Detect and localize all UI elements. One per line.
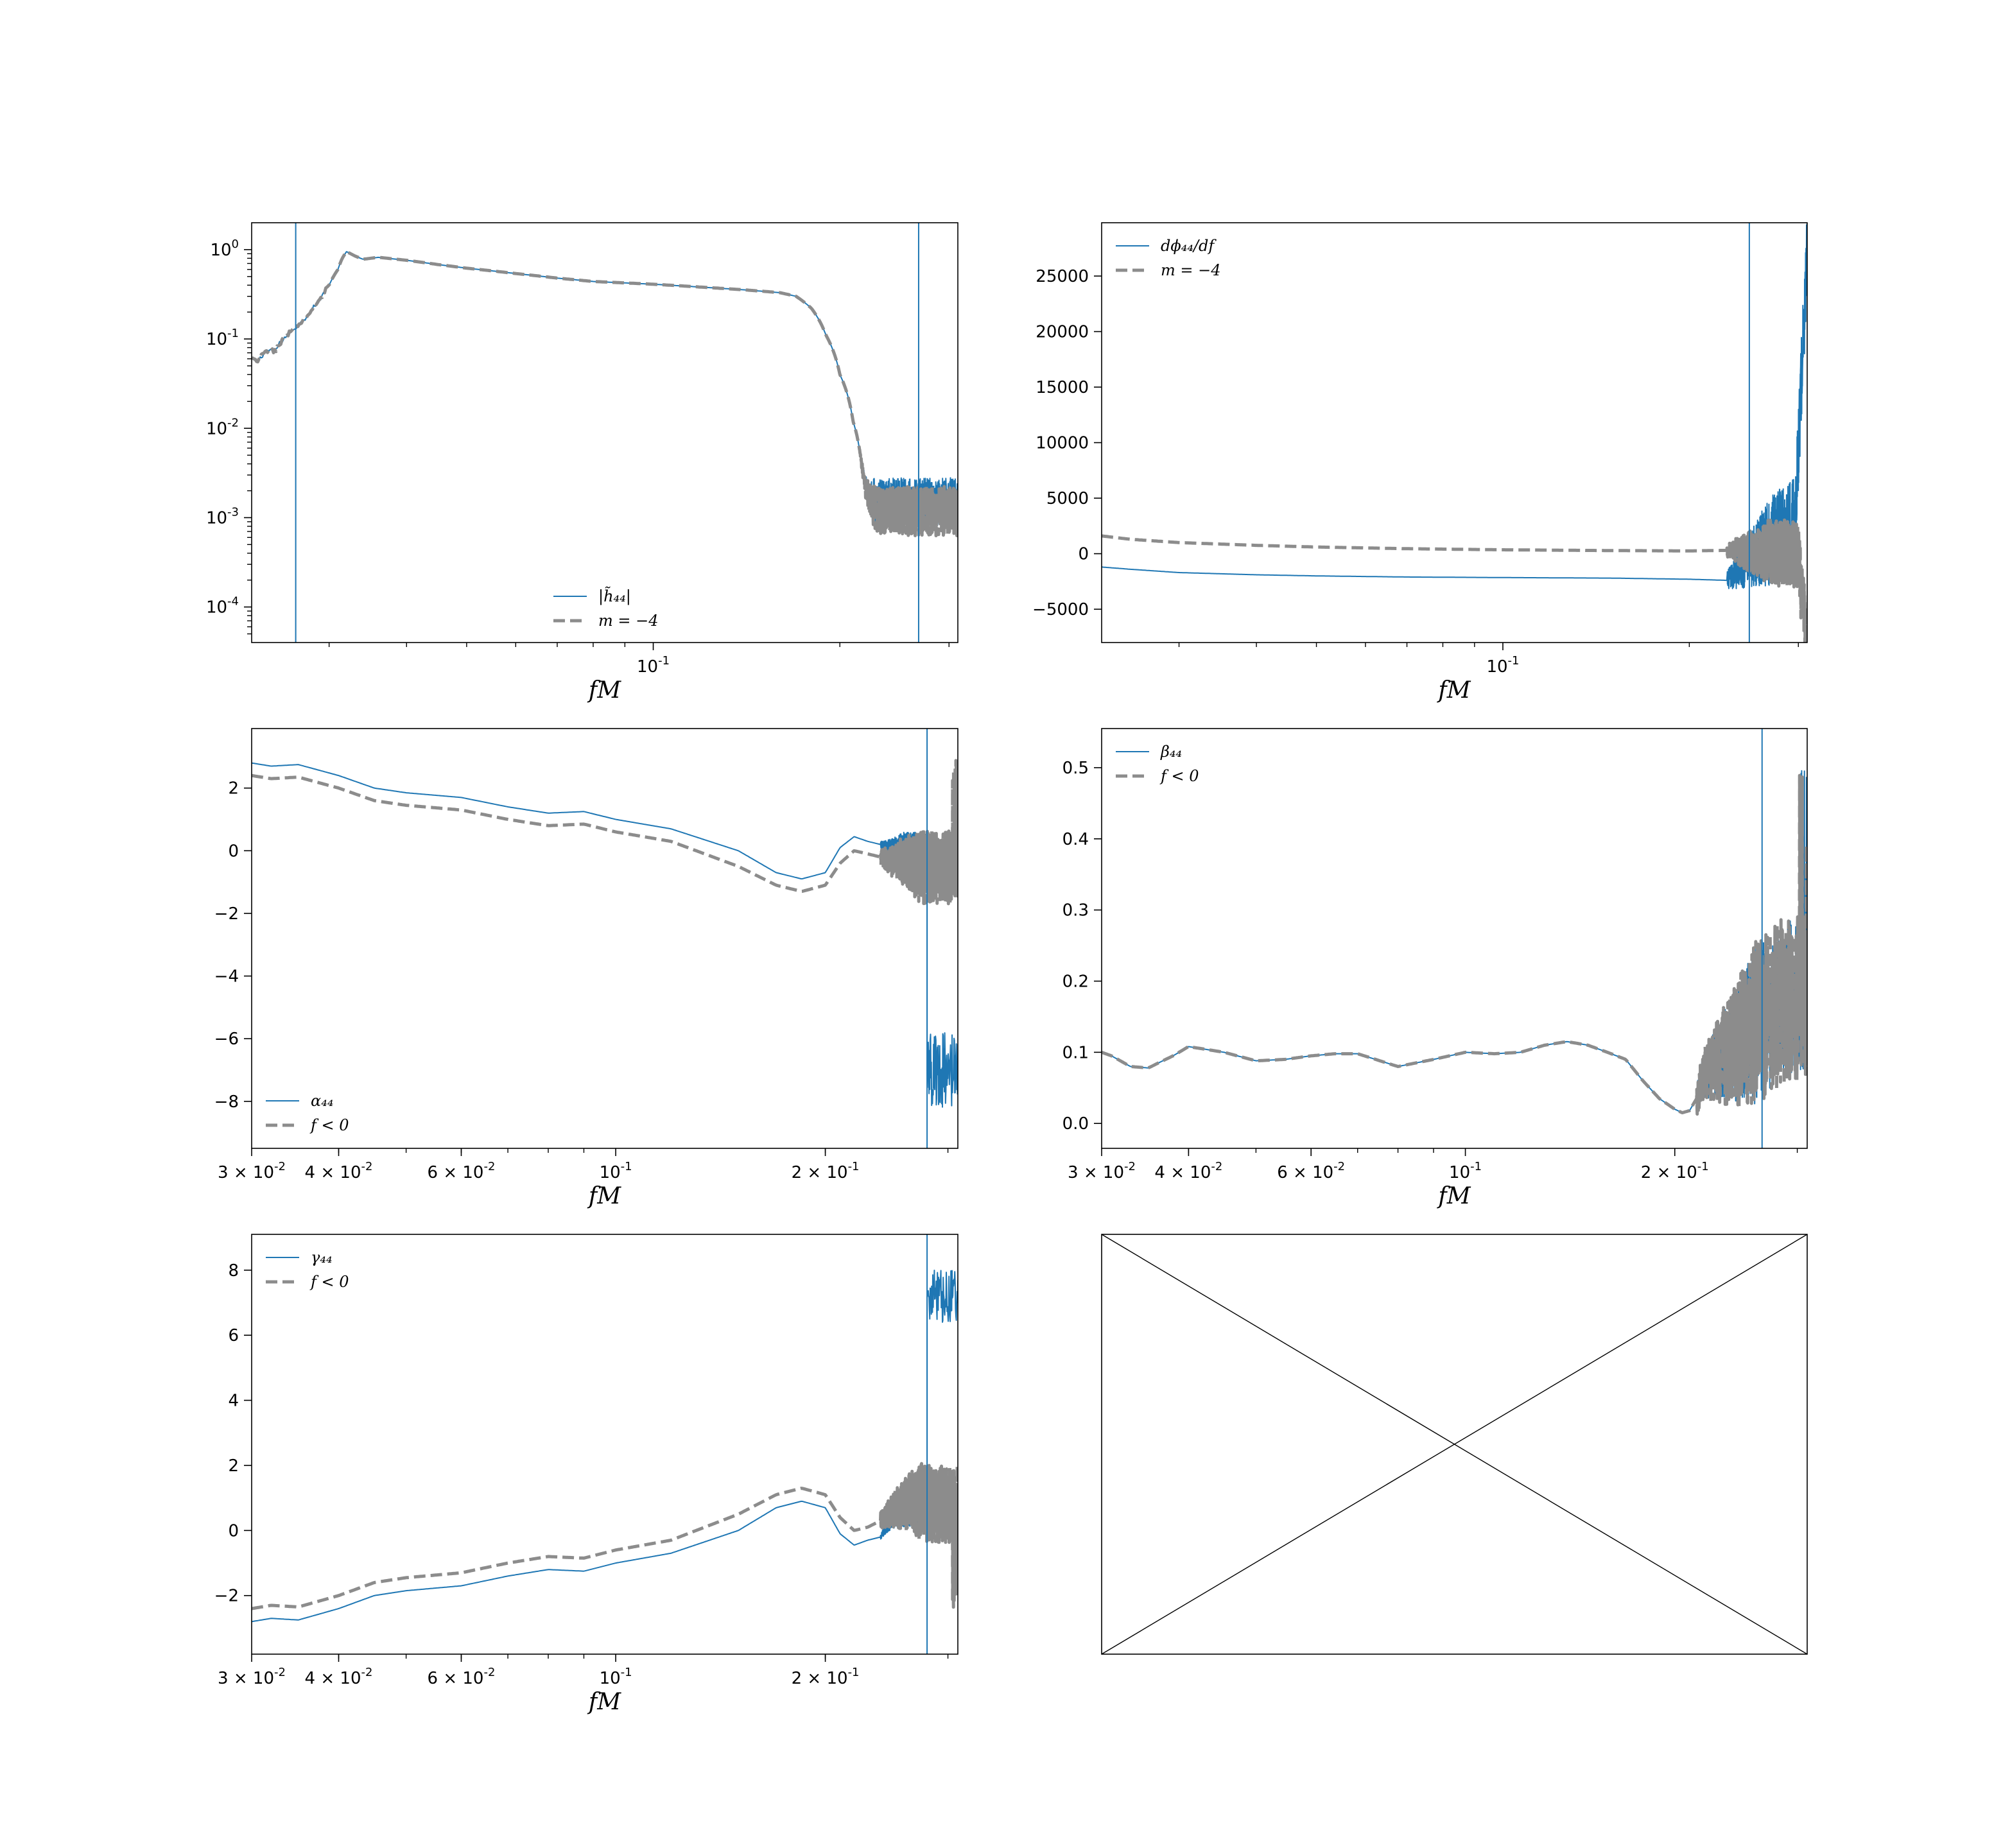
beta-x-tick-label: 2 × 10-1 bbox=[1641, 1160, 1709, 1182]
gamma-y-tick-label: 4 bbox=[228, 1392, 239, 1411]
alpha-legend-label-0: α₄₄ bbox=[311, 1092, 333, 1110]
empty-panel bbox=[1101, 1234, 1808, 1655]
beta-y-tick-label: 0.2 bbox=[1062, 972, 1089, 992]
amp-legend-label-0: |h̃₄₄| bbox=[598, 587, 631, 606]
alpha-x-tick-label: 2 × 10-1 bbox=[792, 1160, 860, 1182]
beta-series-reference-line bbox=[1102, 773, 1807, 1116]
amp-plot-area bbox=[252, 223, 958, 643]
beta-plot-area bbox=[1102, 729, 1807, 1148]
gamma-plot-area bbox=[252, 1234, 958, 1654]
gamma-y-tick-label: 6 bbox=[228, 1326, 239, 1345]
gamma-y-tick-label: 0 bbox=[228, 1521, 239, 1541]
dphidf-y-tick-label: −5000 bbox=[1032, 600, 1089, 619]
alpha-x-tick-label: 4 × 10-2 bbox=[305, 1160, 373, 1182]
alpha-y-tick-label: −6 bbox=[214, 1030, 239, 1049]
gamma-x-tick-label: 4 × 10-2 bbox=[305, 1666, 373, 1688]
alpha-y-tick-label: −2 bbox=[214, 904, 239, 924]
alpha-y-tick-label: 2 bbox=[228, 779, 239, 799]
gamma-axes-frame bbox=[251, 1234, 958, 1655]
amp-y-tick-label: 10-3 bbox=[206, 505, 239, 528]
amp-y-tick-label: 10-4 bbox=[206, 595, 239, 617]
dphidf-y-tick-label: 5000 bbox=[1046, 489, 1089, 508]
alpha-panel: 3 × 10-2 4 × 10-2 6 × 10-2 10-1 2 × 10-1 −8 −6… bbox=[214, 728, 958, 1209]
gamma-x-tick-label: 2 × 10-1 bbox=[792, 1666, 860, 1688]
gamma-y-tick-label: −2 bbox=[214, 1587, 239, 1606]
amp-legend-label-1: m = −4 bbox=[598, 612, 659, 630]
gamma-legend-label-0: γ₄₄ bbox=[311, 1248, 333, 1266]
amp-y-tick-label: 100 bbox=[210, 237, 239, 260]
alpha-y-tick-label: −8 bbox=[214, 1092, 239, 1112]
gamma-panel: 3 × 10-2 4 × 10-2 6 × 10-2 10-1 2 × 10-1 −2 0 2… bbox=[214, 1234, 958, 1715]
amp-x-axis-label: fM bbox=[587, 677, 621, 704]
amp-x-tick-label: 10-1 bbox=[637, 654, 670, 677]
beta-x-tick-label: 4 × 10-2 bbox=[1154, 1160, 1222, 1182]
beta-legend-label-1: f < 0 bbox=[1159, 767, 1199, 785]
dphidf-legend-label-1: m = −4 bbox=[1161, 261, 1221, 279]
dphidf-axes-frame bbox=[1101, 222, 1808, 643]
beta-panel: 3 × 10-2 4 × 10-2 6 × 10-2 10-1 2 × 10-1 0.0 0… bbox=[1062, 728, 1808, 1209]
phase-derivative-panel: 10-1 −5000 0 5000 10000 15000 20000 25000 fM dϕ₄₄… bbox=[1032, 222, 1808, 704]
beta-legend-label-0: β₄₄ bbox=[1160, 743, 1182, 761]
alpha-x-tick-label: 6 × 10-2 bbox=[428, 1160, 496, 1182]
alpha-axes-frame bbox=[251, 728, 958, 1149]
empty-panel-diagonal-2 bbox=[1101, 1234, 1808, 1655]
alpha-series-reference-line bbox=[252, 759, 958, 906]
beta-y-tick-label: 0.4 bbox=[1062, 830, 1089, 849]
gamma-x-axis-label: fM bbox=[587, 1689, 621, 1715]
alpha-legend-label-1: f < 0 bbox=[309, 1116, 349, 1134]
alpha-plot-area bbox=[252, 729, 958, 1148]
beta-x-tick-label: 3 × 10-2 bbox=[1068, 1160, 1136, 1182]
beta-x-tick-label: 6 × 10-2 bbox=[1277, 1160, 1345, 1182]
amp-y-tick-label: 10-2 bbox=[206, 416, 239, 438]
gamma-x-tick-label: 3 × 10-2 bbox=[218, 1666, 286, 1688]
beta-x-axis-label: fM bbox=[1436, 1183, 1471, 1209]
dphidf-y-tick-label: 0 bbox=[1078, 545, 1089, 564]
dphidf-x-axis-label: fM bbox=[1436, 677, 1471, 704]
gamma-legend-label-1: f < 0 bbox=[309, 1273, 349, 1291]
dphidf-y-tick-label: 15000 bbox=[1036, 378, 1089, 397]
beta-y-tick-label: 0.5 bbox=[1062, 759, 1089, 778]
beta-axes-frame bbox=[1101, 728, 1808, 1149]
gamma-series-reference-line bbox=[252, 1462, 958, 1611]
alpha-y-tick-label: 0 bbox=[228, 842, 239, 861]
dphidf-y-tick-label: 20000 bbox=[1036, 323, 1089, 342]
beta-y-tick-label: 0.0 bbox=[1062, 1114, 1089, 1134]
beta-y-tick-label: 0.1 bbox=[1062, 1043, 1089, 1062]
beta-x-tick-label: 10-1 bbox=[1449, 1160, 1482, 1182]
dphidf-series-reference-line bbox=[1102, 517, 1807, 643]
amp-y-tick-label: 10-1 bbox=[206, 327, 239, 349]
alpha-x-tick-label: 10-1 bbox=[600, 1160, 632, 1182]
gamma-x-tick-label: 6 × 10-2 bbox=[428, 1666, 496, 1688]
gamma-x-tick-label: 10-1 bbox=[600, 1666, 632, 1688]
dphidf-legend-label-0: dϕ₄₄/df bbox=[1161, 237, 1217, 255]
dphidf-y-tick-label: 25000 bbox=[1036, 267, 1089, 286]
gamma-y-tick-label: 8 bbox=[228, 1261, 239, 1281]
dphidf-y-tick-label: 10000 bbox=[1036, 434, 1089, 453]
dphidf-plot-area bbox=[1102, 223, 1807, 643]
beta-y-tick-label: 0.3 bbox=[1062, 901, 1089, 920]
dphidf-x-tick-label: 10-1 bbox=[1486, 654, 1519, 677]
alpha-x-tick-label: 3 × 10-2 bbox=[218, 1160, 286, 1182]
amp-series-reference-line bbox=[252, 250, 958, 538]
alpha-y-tick-label: −4 bbox=[214, 967, 239, 987]
amplitude-panel: 10-1 100 10-1 10-2 10-3 10-4 fM |h̃₄₄| m = −4 bbox=[206, 222, 958, 704]
empty-panel-frame bbox=[1101, 1234, 1808, 1655]
alpha-x-axis-label: fM bbox=[587, 1183, 621, 1209]
gamma-y-tick-label: 2 bbox=[228, 1456, 239, 1476]
